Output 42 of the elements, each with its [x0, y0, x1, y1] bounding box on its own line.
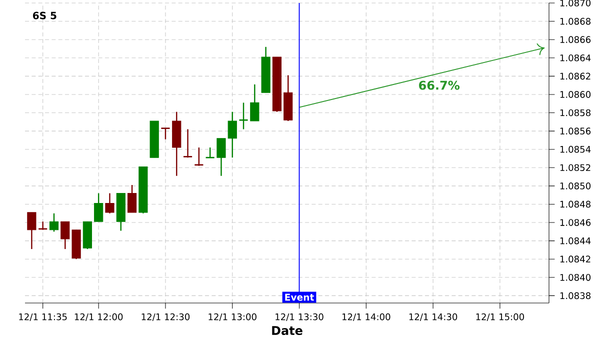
- candlestick: [182, 128, 193, 158]
- y-tick-label: 1.0844: [560, 237, 591, 244]
- x-tick-label: 12/1 14:30: [409, 313, 458, 321]
- x-axis-title: Date: [272, 326, 302, 336]
- y-tick-label: 1.0840: [560, 274, 591, 281]
- candlestick: [105, 192, 114, 214]
- candlestick: [194, 146, 204, 166]
- y-tick-label: 1.0856: [560, 128, 591, 134]
- y-tick-label: 1.0852: [560, 164, 590, 172]
- y-tick-label: 1.0854: [560, 146, 591, 153]
- y-tick-label: 1.0860: [560, 91, 591, 98]
- y-tick-label: 1.0870: [560, 0, 591, 6]
- annotation: 66.7%: [419, 80, 460, 90]
- x-tick-label: 12/1 14:00: [342, 313, 390, 321]
- y-tick-label: 1.0838: [560, 292, 590, 300]
- candlestick: [228, 111, 237, 158]
- x-tick-label: 12/1 13:00: [208, 313, 256, 321]
- y-tick-label: 1.0858: [560, 109, 590, 116]
- candlestick: [49, 212, 59, 232]
- y-tick-label: 1.0866: [560, 36, 591, 44]
- candlestick: [250, 84, 260, 122]
- y-tick-label: 1.0864: [560, 54, 591, 62]
- candlestick: [127, 184, 137, 214]
- y-tick-label: 1.0862: [560, 72, 590, 80]
- y-tick-label: 1.0842: [560, 256, 590, 263]
- x-tick-label: 12/1 11:35: [19, 313, 67, 321]
- candlestick: [38, 220, 48, 230]
- candlestick: [60, 220, 70, 250]
- x-tick-label: 12/1 15:00: [476, 313, 524, 321]
- y-tick-label: 1.0848: [560, 200, 590, 208]
- y-tick-label: 1.0846: [560, 219, 591, 226]
- x-tick-label: 12/1 13:30: [276, 313, 324, 321]
- ref-line-label: Event: [285, 294, 314, 301]
- candlestick: [27, 212, 36, 250]
- y-tick-label: 1.0850: [560, 182, 591, 190]
- x-tick-label: 12/1 12:00: [74, 313, 123, 321]
- candlestick: [94, 192, 104, 222]
- text: 6S 5: [33, 12, 56, 20]
- x-tick-label: 12/1 12:30: [142, 313, 190, 321]
- candlestick: [160, 128, 170, 140]
- candlestick: [216, 138, 226, 176]
- y-tick-label: 1.0868: [560, 18, 590, 25]
